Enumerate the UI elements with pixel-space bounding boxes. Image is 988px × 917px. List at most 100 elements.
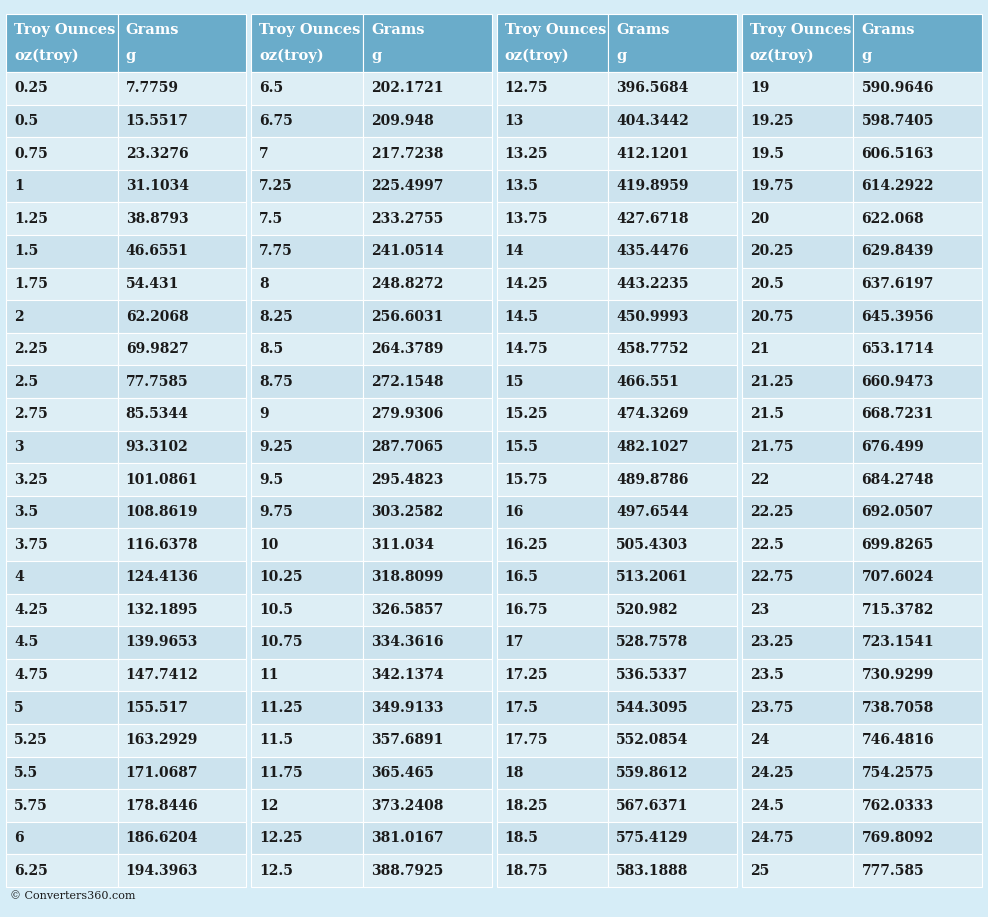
Text: 5.25: 5.25	[14, 734, 47, 747]
Text: 46.6551: 46.6551	[125, 244, 189, 259]
Bar	[854, 72, 982, 105]
Text: 12.75: 12.75	[505, 82, 548, 95]
Text: 15.75: 15.75	[505, 472, 548, 487]
Bar	[742, 170, 854, 203]
Text: 6: 6	[14, 831, 24, 845]
Text: 23.25: 23.25	[750, 635, 793, 649]
Text: 3.5: 3.5	[14, 505, 39, 519]
Bar	[251, 724, 363, 757]
Text: 295.4823: 295.4823	[370, 472, 444, 487]
Bar	[497, 268, 609, 300]
Bar	[497, 822, 609, 855]
Bar	[609, 72, 737, 105]
Text: oz(troy): oz(troy)	[505, 49, 569, 63]
Text: 7.25: 7.25	[259, 179, 293, 193]
Bar	[118, 790, 246, 822]
Text: 606.5163: 606.5163	[862, 147, 934, 160]
Bar	[609, 855, 737, 887]
Bar	[497, 72, 609, 105]
Text: 450.9993: 450.9993	[617, 310, 689, 324]
Text: 139.9653: 139.9653	[125, 635, 198, 649]
Bar	[6, 658, 118, 691]
Text: 22.25: 22.25	[750, 505, 793, 519]
Text: 8.5: 8.5	[259, 342, 284, 356]
Text: 419.8959: 419.8959	[617, 179, 689, 193]
Bar	[742, 463, 854, 496]
Text: 5.5: 5.5	[14, 766, 39, 779]
Text: 17: 17	[505, 635, 524, 649]
Text: 707.6024: 707.6024	[862, 570, 934, 584]
Text: 38.8793: 38.8793	[125, 212, 189, 226]
Text: 598.7405: 598.7405	[862, 114, 934, 127]
Text: 163.2929: 163.2929	[125, 734, 198, 747]
Bar	[118, 203, 246, 235]
Bar	[118, 14, 246, 72]
Text: Troy Ounces: Troy Ounces	[259, 23, 361, 38]
Text: 21.5: 21.5	[750, 407, 783, 421]
Bar	[609, 268, 737, 300]
Text: 373.2408: 373.2408	[370, 799, 444, 812]
Bar	[118, 463, 246, 496]
Bar	[609, 170, 737, 203]
Bar	[742, 365, 854, 398]
Bar	[609, 724, 737, 757]
Text: 31.1034: 31.1034	[125, 179, 189, 193]
Text: 5: 5	[14, 701, 24, 714]
Bar	[609, 822, 737, 855]
Text: 12.5: 12.5	[259, 864, 293, 878]
Text: Grams: Grams	[862, 23, 915, 38]
Text: 93.3102: 93.3102	[125, 440, 189, 454]
Bar	[251, 822, 363, 855]
Text: 18.5: 18.5	[505, 831, 538, 845]
Text: 8: 8	[259, 277, 269, 291]
Text: 19.5: 19.5	[750, 147, 783, 160]
Text: 513.2061: 513.2061	[617, 570, 689, 584]
Bar	[363, 170, 491, 203]
Text: 18: 18	[505, 766, 524, 779]
Bar	[363, 268, 491, 300]
Text: 12.25: 12.25	[259, 831, 302, 845]
Text: 6.25: 6.25	[14, 864, 47, 878]
Bar	[363, 463, 491, 496]
Bar	[854, 790, 982, 822]
Bar	[609, 463, 737, 496]
Text: 147.7412: 147.7412	[125, 668, 199, 682]
Bar	[497, 691, 609, 724]
Bar	[363, 300, 491, 333]
Bar	[6, 528, 118, 561]
Text: 676.499: 676.499	[862, 440, 924, 454]
Text: 19.25: 19.25	[750, 114, 793, 127]
Text: 14: 14	[505, 244, 524, 259]
Text: 17.25: 17.25	[505, 668, 548, 682]
Text: 715.3782: 715.3782	[862, 602, 934, 617]
Text: 6.5: 6.5	[259, 82, 284, 95]
Bar	[609, 431, 737, 463]
Text: 0.25: 0.25	[14, 82, 47, 95]
Text: 443.2235: 443.2235	[617, 277, 689, 291]
Bar	[742, 855, 854, 887]
Bar	[363, 561, 491, 593]
Bar	[6, 757, 118, 790]
Text: 342.1374: 342.1374	[370, 668, 444, 682]
Bar	[497, 561, 609, 593]
Bar	[497, 365, 609, 398]
Bar	[363, 593, 491, 626]
Bar	[854, 14, 982, 72]
Text: 6.75: 6.75	[259, 114, 293, 127]
Bar	[251, 626, 363, 658]
Text: 311.034: 311.034	[370, 537, 434, 552]
Bar	[363, 658, 491, 691]
Bar	[363, 14, 491, 72]
Bar	[363, 333, 491, 365]
Text: 10: 10	[259, 537, 279, 552]
Text: 186.6204: 186.6204	[125, 831, 199, 845]
Text: 7.5: 7.5	[259, 212, 284, 226]
Bar	[609, 757, 737, 790]
Text: 248.8272: 248.8272	[370, 277, 444, 291]
Bar	[854, 561, 982, 593]
Bar	[6, 463, 118, 496]
Text: 559.8612: 559.8612	[617, 766, 689, 779]
Text: 404.3442: 404.3442	[617, 114, 689, 127]
Text: 466.551: 466.551	[617, 375, 679, 389]
Bar	[118, 822, 246, 855]
